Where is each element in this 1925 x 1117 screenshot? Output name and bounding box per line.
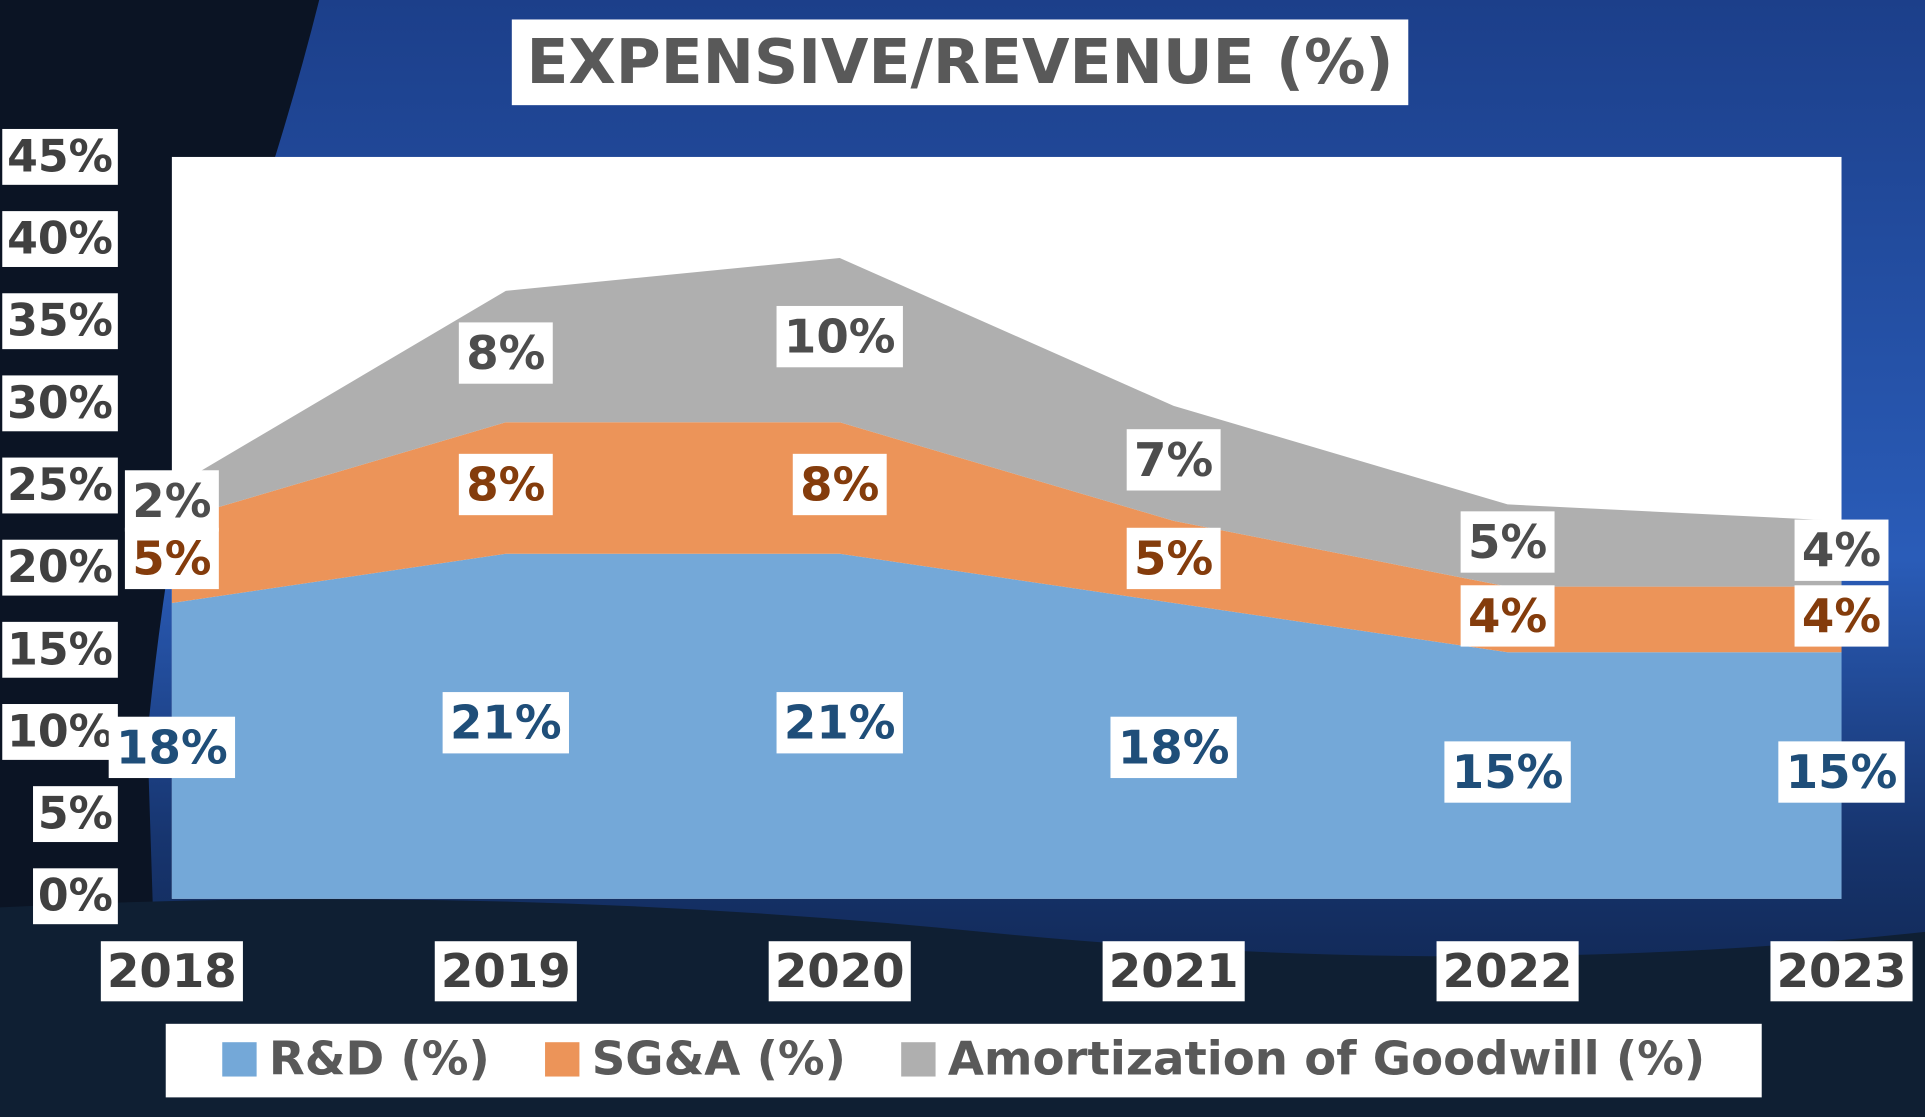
y-tick-label: 0% <box>38 871 113 922</box>
legend-box <box>165 1023 1762 1098</box>
x-tick-label: 2021 <box>1109 944 1239 998</box>
y-tick-label-box <box>2 704 118 760</box>
data-label: 4% <box>1468 589 1547 643</box>
data-label: 5% <box>1134 531 1213 585</box>
data-label-box <box>1794 585 1889 647</box>
data-label-box <box>776 305 903 368</box>
y-tick-label: 10% <box>7 706 113 757</box>
x-tick-label-box <box>434 941 577 1002</box>
y-tick-label-box <box>2 211 118 267</box>
y-tick-label-box <box>2 293 118 350</box>
y-tick-label-box <box>2 128 118 185</box>
y-tick-label: 15% <box>7 624 113 675</box>
data-label-box <box>1778 741 1905 803</box>
area <box>171 422 1842 653</box>
x-tick-label: 2023 <box>1777 944 1907 998</box>
data-label: 15% <box>1452 745 1564 799</box>
chart-title: EXPENSIVE/REVENUE (%) <box>527 27 1394 98</box>
data-label: 10% <box>784 310 896 364</box>
x-tick-label: 2020 <box>775 944 905 998</box>
area <box>171 553 1842 899</box>
data-label: 7% <box>1134 433 1213 487</box>
data-label: 2% <box>132 474 211 528</box>
x-tick-label: 2022 <box>1443 944 1573 998</box>
y-tick-label: 20% <box>7 542 113 593</box>
legend-label: SG&A (%) <box>592 1031 846 1085</box>
data-label-box <box>124 527 219 590</box>
data-label-box <box>1460 511 1555 573</box>
data-label-box <box>108 716 236 779</box>
data-label: 18% <box>1118 720 1230 774</box>
area <box>171 257 1842 587</box>
data-label: 21% <box>784 696 896 750</box>
y-tick-label: 30% <box>7 378 113 429</box>
y-tick-label-box <box>33 868 118 925</box>
y-tick-label: 40% <box>7 214 113 265</box>
data-label-box <box>442 692 569 754</box>
x-tick-label-box <box>100 941 243 1002</box>
y-tick-label-box <box>2 621 118 678</box>
x-tick-label-box <box>1770 941 1913 1002</box>
legend-label: Amortization of Goodwill (%) <box>948 1031 1705 1085</box>
data-label-box <box>124 470 219 532</box>
y-tick-label-box <box>33 786 118 843</box>
data-label: 5% <box>1468 515 1547 569</box>
data-label-box <box>1126 527 1221 590</box>
data-label-box <box>1460 585 1555 647</box>
data-label-box <box>1126 429 1221 491</box>
x-tick-label-box <box>1102 941 1245 1002</box>
data-label: 4% <box>1802 589 1881 643</box>
data-label-box <box>1794 519 1889 581</box>
legend-swatch <box>901 1042 936 1077</box>
data-label: 4% <box>1802 523 1881 577</box>
data-label: 15% <box>1786 745 1898 799</box>
legend-swatch <box>545 1042 580 1077</box>
title-box <box>511 19 1409 106</box>
y-tick-label-box <box>2 457 118 514</box>
y-tick-label: 5% <box>38 789 113 840</box>
y-tick-label: 25% <box>7 460 113 511</box>
data-label: 18% <box>116 720 228 774</box>
x-tick-label: 2019 <box>441 944 571 998</box>
y-tick-label-box <box>2 375 118 432</box>
data-label: 8% <box>800 458 879 512</box>
data-label: 8% <box>466 458 545 512</box>
data-label-box <box>1110 716 1237 779</box>
data-label-box <box>1444 741 1571 803</box>
y-tick-label-box <box>2 539 118 596</box>
data-label-box <box>458 322 553 384</box>
data-label: 5% <box>132 531 211 585</box>
y-tick-label: 45% <box>7 131 113 182</box>
data-label-box <box>458 453 553 516</box>
x-tick-label: 2018 <box>107 944 237 998</box>
legend-swatch <box>222 1042 257 1077</box>
x-tick-label-box <box>1436 941 1579 1002</box>
data-label: 8% <box>466 326 545 380</box>
legend-label: R&D (%) <box>269 1031 490 1085</box>
data-label: 21% <box>450 696 562 750</box>
data-label-box <box>776 692 903 754</box>
data-label-box <box>792 453 887 516</box>
y-tick-label: 35% <box>7 296 113 347</box>
x-tick-label-box <box>768 941 911 1002</box>
